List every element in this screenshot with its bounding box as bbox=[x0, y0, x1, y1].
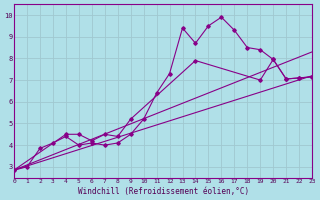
X-axis label: Windchill (Refroidissement éolien,°C): Windchill (Refroidissement éolien,°C) bbox=[77, 187, 249, 196]
